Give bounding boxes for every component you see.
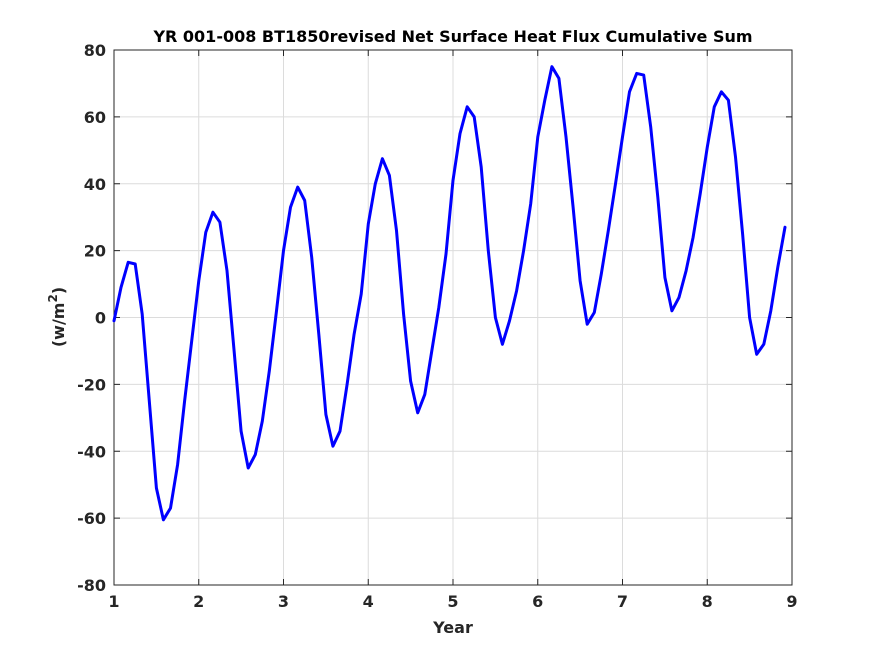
y-tick-label: 80 — [84, 41, 106, 60]
y-tick-label: 0 — [95, 309, 106, 328]
chart-title: YR 001-008 BT1850revised Net Surface Hea… — [152, 27, 752, 46]
y-tick-label: 20 — [84, 242, 106, 261]
y-tick-label: 40 — [84, 175, 106, 194]
y-axis-label-main: (w/m — [49, 303, 68, 348]
x-tick-label: 7 — [617, 592, 628, 611]
x-tick-label: 3 — [278, 592, 289, 611]
y-tick-label: -40 — [77, 442, 106, 461]
y-tick-label: 60 — [84, 108, 106, 127]
x-tick-label: 5 — [447, 592, 458, 611]
y-axis-label: (w/m2) — [46, 287, 68, 347]
x-tick-label: 6 — [532, 592, 543, 611]
y-tick-label: -20 — [77, 375, 106, 394]
x-tick-label: 2 — [193, 592, 204, 611]
net-heat-flux-line — [112, 65, 787, 522]
x-tick-label: 4 — [363, 592, 374, 611]
axis-ticks: 1 2 3 4 5 6 7 8 9 -80 -60 -40 -20 0 20 40 60 80 — [77, 41, 797, 611]
y-axis-label-superscript: 2 — [46, 294, 60, 302]
y-tick-label: -80 — [77, 576, 106, 595]
y-tick-label: -60 — [77, 509, 106, 528]
x-tick-label: 8 — [702, 592, 713, 611]
y-axis-label-end: ) — [49, 287, 68, 294]
x-tick-label: 9 — [786, 592, 797, 611]
grid-lines — [113, 49, 793, 586]
x-tick-label: 1 — [108, 592, 119, 611]
x-axis-label: Year — [432, 618, 473, 637]
